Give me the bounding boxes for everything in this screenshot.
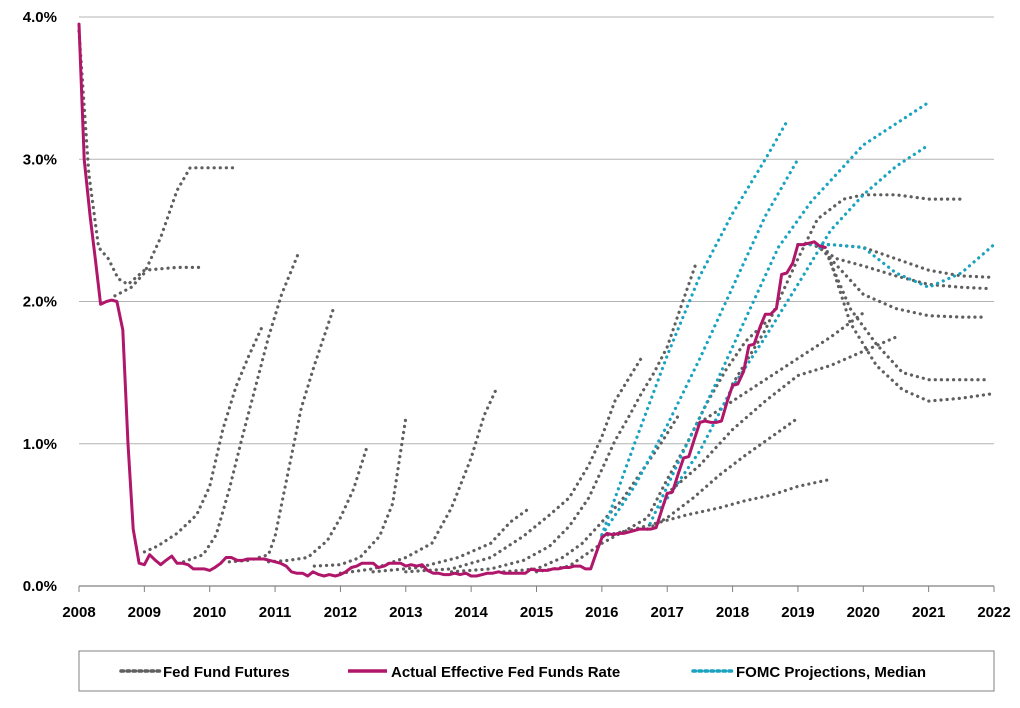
legend-label-fomc-projections: FOMC Projections, Median <box>736 664 926 681</box>
fed-fund-futures-line <box>796 243 993 279</box>
gridlines <box>79 16 994 445</box>
x-tick-label: 2010 <box>193 604 226 621</box>
fed-fund-futures-line <box>731 193 963 386</box>
x-tick-label: 2022 <box>977 604 1010 621</box>
fed-fund-futures-line <box>449 260 699 574</box>
x-tick-label: 2013 <box>389 604 422 621</box>
x-tick-label: 2018 <box>716 604 749 621</box>
fed-fund-futures-line <box>371 506 532 574</box>
axes: 0.0% 1.0% 2.0% 3.0% 4.0% 2008 2009 2010 2011 2012… <box>23 9 1011 621</box>
x-tick-label: 2008 <box>62 604 95 621</box>
x-tick-label: 2014 <box>454 604 488 621</box>
x-tick-label: 2017 <box>651 604 684 621</box>
y-tick-label: 1.0% <box>23 436 57 453</box>
x-tick-label: 2011 <box>259 604 292 621</box>
x-tick-label: 2012 <box>324 604 357 621</box>
fomc-projection-line <box>646 100 931 531</box>
futures-series-group <box>77 29 993 575</box>
y-tick-label: 4.0% <box>23 9 57 26</box>
fed-fund-futures-line <box>815 243 986 319</box>
x-tick-label: 2019 <box>781 604 814 621</box>
legend-label-fed-fund-futures: Fed Fund Futures <box>163 664 290 681</box>
actual-series-group <box>77 22 827 578</box>
fomc-projection-line <box>659 143 931 510</box>
x-tick-label: 2015 <box>520 604 553 621</box>
fomc-projection-line <box>600 157 800 537</box>
x-tick-label: 2009 <box>128 604 161 621</box>
fed-fund-futures-line <box>77 29 205 286</box>
actual-effective-rate-line <box>77 22 827 578</box>
fomc-series-group <box>600 100 996 537</box>
fed-fund-futures-line <box>142 325 264 554</box>
fomc-projection-line <box>600 117 790 537</box>
y-tick-label: 3.0% <box>23 151 57 168</box>
fed-fund-futures-line <box>534 321 767 574</box>
legend-box <box>78 650 995 692</box>
legend-label-actual-rate: Actual Effective Fed Funds Rate <box>391 664 620 681</box>
fed-fund-futures-line <box>266 446 369 564</box>
x-tick-label: 2021 <box>912 604 945 621</box>
fed-fund-futures-line <box>822 245 986 382</box>
x-tick-label: 2020 <box>847 604 880 621</box>
fed-fund-futures-line <box>312 416 408 568</box>
fed-fund-futures-line <box>182 253 300 564</box>
fomc-projection-line <box>796 243 996 289</box>
legend: Fed Fund Futures Actual Effective Fed Fu… <box>78 650 995 692</box>
fed-fund-futures-line <box>404 356 643 574</box>
fed-fund-futures-line <box>646 416 800 531</box>
y-tick-label: 2.0% <box>23 294 57 311</box>
fed-fund-futures-line <box>502 410 682 574</box>
y-tick-label: 0.0% <box>23 578 57 595</box>
x-tick-label: 2016 <box>585 604 618 621</box>
fed-fund-futures-line <box>338 385 499 575</box>
fed-fund-futures-line <box>600 477 833 538</box>
fed-fund-futures-line <box>825 250 993 403</box>
fed-fund-futures-line <box>113 166 238 298</box>
fed-fund-futures-line <box>665 335 898 496</box>
fed-fund-futures-line <box>698 311 865 424</box>
fed-fund-futures-line <box>227 305 336 564</box>
fed-fund-futures-line <box>809 241 993 291</box>
